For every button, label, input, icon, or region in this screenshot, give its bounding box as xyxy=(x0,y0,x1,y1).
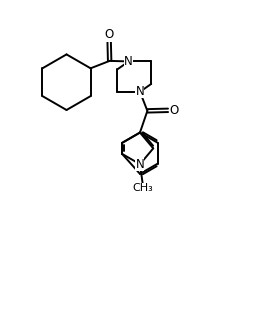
Text: O: O xyxy=(169,104,179,117)
Text: N: N xyxy=(136,85,144,98)
Text: O: O xyxy=(105,29,114,42)
Text: CH₃: CH₃ xyxy=(132,183,153,193)
Text: N: N xyxy=(124,55,133,68)
Text: N: N xyxy=(136,158,144,171)
